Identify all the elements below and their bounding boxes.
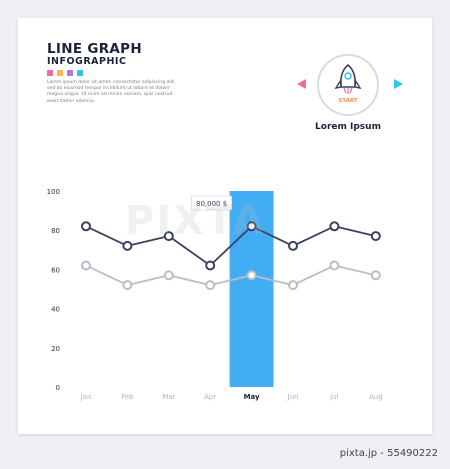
y-tick-label: 40: [51, 306, 60, 314]
highlight-bar: [229, 191, 274, 387]
data-point: [246, 221, 257, 232]
data-point: [288, 240, 298, 251]
data-point: [246, 270, 257, 281]
data-point: [81, 221, 91, 232]
annotation-label: 80,000 $: [196, 200, 227, 208]
y-tick-label: 0: [56, 384, 60, 392]
x-tick-label: Jul: [329, 393, 339, 401]
data-point: [288, 280, 298, 291]
badge-label: Lorem Ipsum: [315, 122, 381, 132]
data-point: [370, 270, 381, 281]
page-subtitle: INFOGRAPHIC: [47, 56, 127, 67]
color-swatches: [47, 70, 83, 76]
data-point: [163, 231, 174, 242]
swatch: [47, 70, 53, 76]
rocket-start-text: START: [338, 98, 358, 104]
data-point: [81, 260, 91, 271]
swatch: [67, 70, 73, 76]
page-title: LINE GRAPH: [47, 41, 142, 57]
x-tick-label: Apr: [204, 393, 216, 401]
data-point: [370, 231, 381, 242]
y-tick-label: 20: [51, 345, 60, 353]
data-point: [329, 260, 340, 271]
swatch: [77, 70, 83, 76]
series-line: [85, 264, 377, 286]
rocket-icon: START: [334, 63, 362, 104]
data-point: [205, 280, 216, 291]
data-point: [329, 221, 340, 232]
annotation-box: [191, 195, 233, 211]
x-tick-label: Jan: [80, 393, 92, 401]
y-tick-label: 80: [51, 227, 60, 235]
data-point: [122, 240, 133, 251]
arrow-left-icon: [297, 79, 306, 89]
data-point: [122, 280, 133, 291]
x-tick-label: Mar: [162, 393, 175, 401]
x-tick-label: Feb: [121, 393, 134, 401]
series-line: [85, 225, 377, 267]
y-tick-label: 60: [51, 266, 60, 274]
data-point: [205, 260, 216, 271]
description-text: Lorem ipsum dolor sit amet, consectetur …: [47, 80, 176, 104]
x-tick-label: Aug: [369, 393, 383, 401]
footer-id: pixta.jp - 55490222: [339, 448, 438, 459]
swatch: [57, 70, 63, 76]
x-tick-label: May: [244, 393, 260, 401]
data-point: [163, 270, 174, 281]
y-tick-label: 100: [47, 188, 60, 196]
x-tick-label: Jun: [287, 393, 299, 401]
arrow-right-icon: [394, 79, 403, 89]
